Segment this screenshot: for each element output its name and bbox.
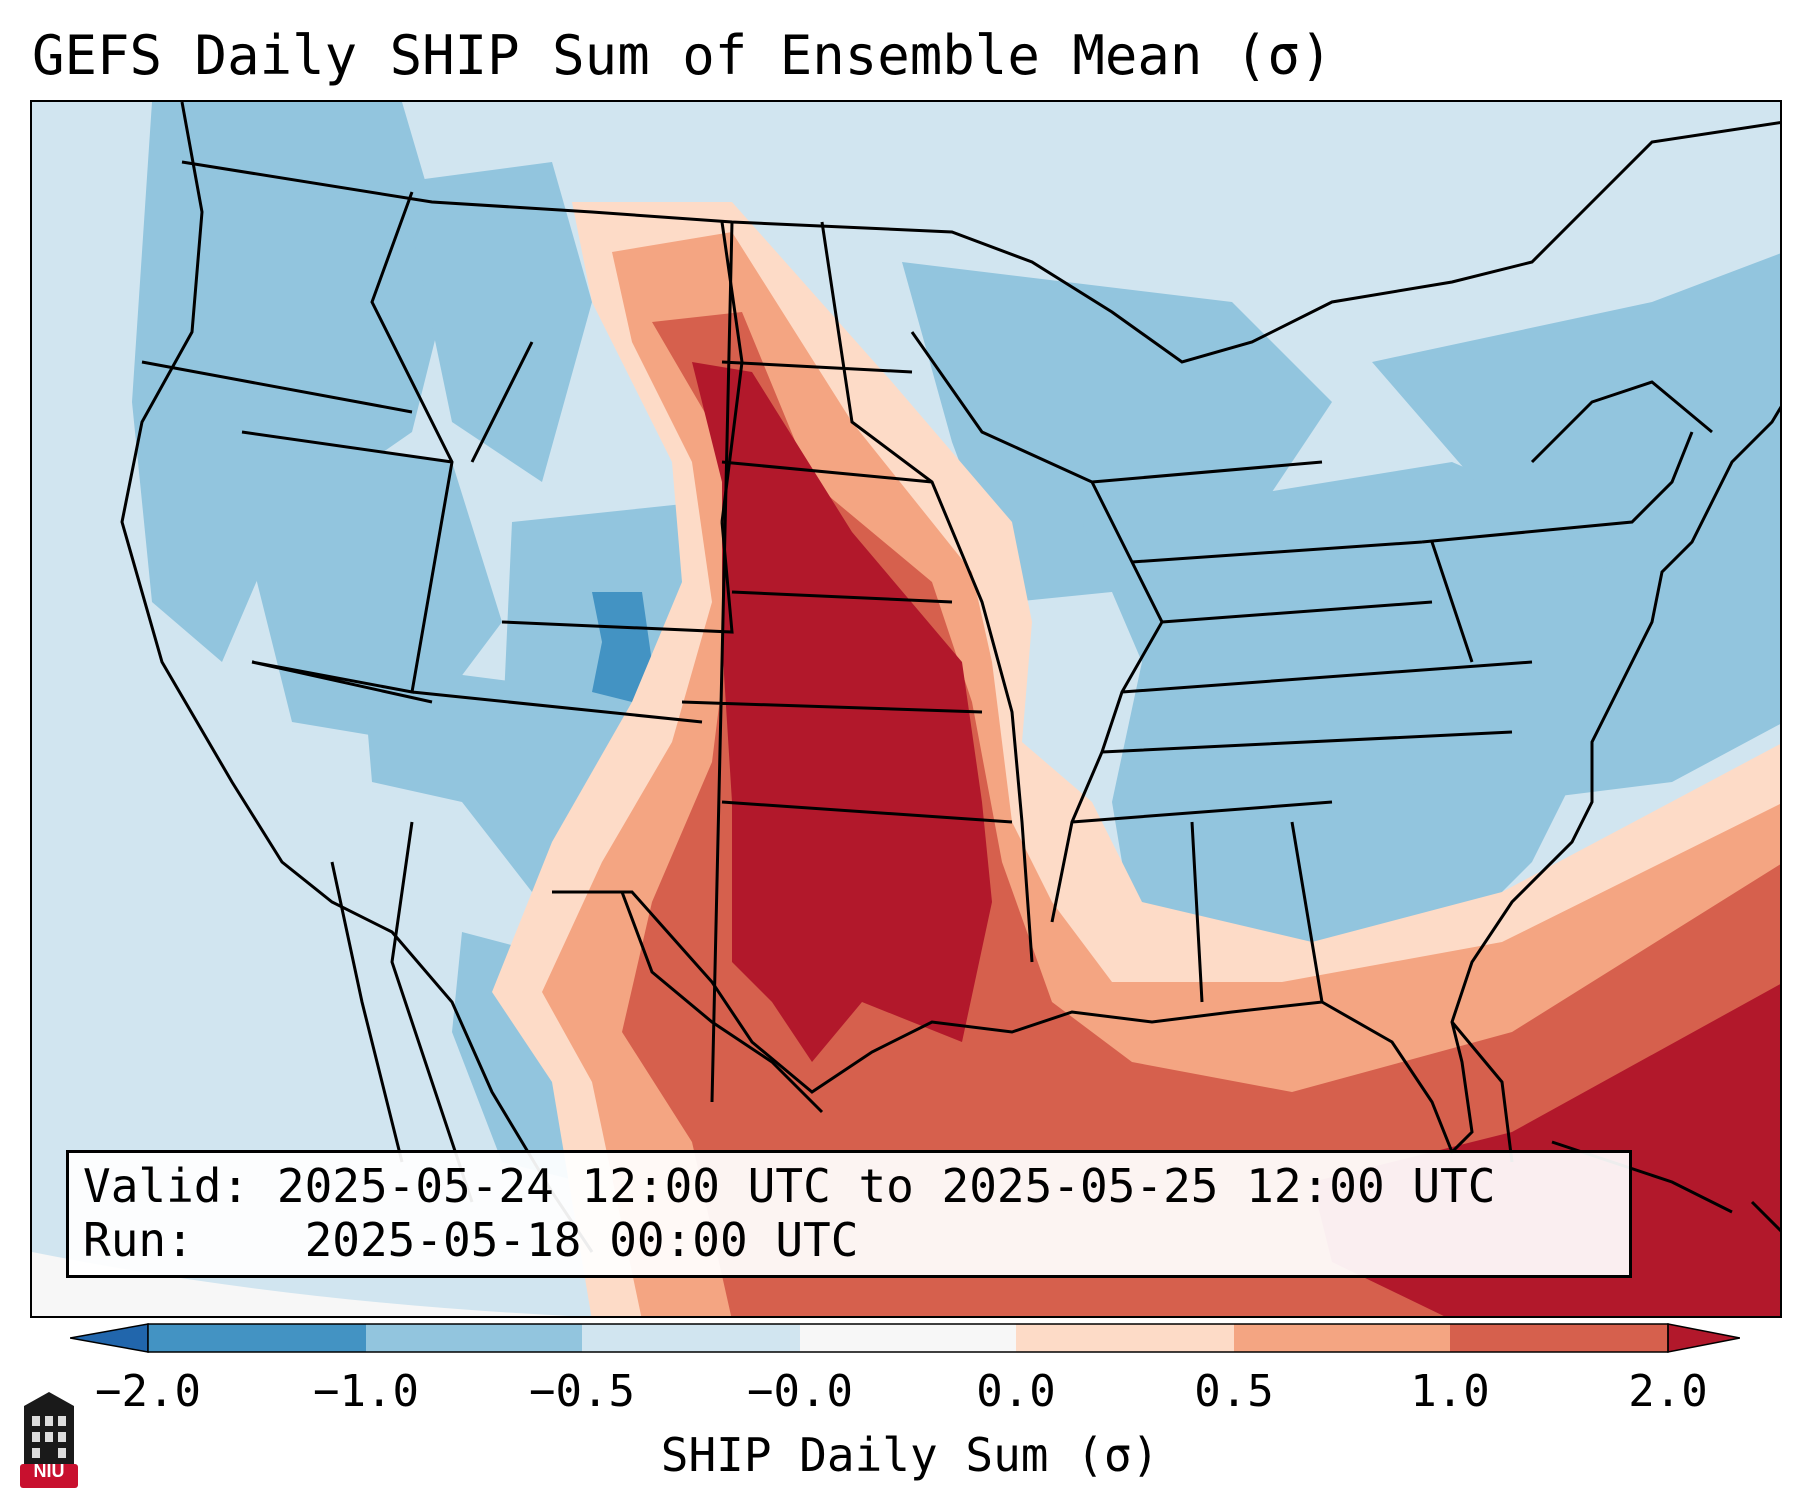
colorbar-tick-4: −0.0: [747, 1366, 853, 1417]
niu-tower-icon: [20, 1392, 78, 1488]
run-label: Run:: [83, 1213, 194, 1267]
valid-label: Valid:: [83, 1159, 250, 1213]
texas-border: [620, 891, 824, 1114]
colorbar-tick-2: −1.0: [313, 1366, 419, 1417]
colorbar-tick-7: 1.0: [1410, 1366, 1490, 1417]
florida: [1450, 1021, 1514, 1163]
colorbar-tick-3: −0.5: [529, 1366, 635, 1417]
map-title: GEFS Daily SHIP Sum of Ensemble Mean (σ): [32, 24, 1333, 87]
pacific-northwest-blue: [132, 102, 452, 662]
colorbar-bin-6: [1234, 1324, 1450, 1352]
map-canvas: [32, 102, 1780, 1316]
strong-below-areas: [592, 592, 652, 702]
near-zero-edge: [32, 1252, 571, 1316]
valid-value: 2025-05-24 12:00 UTC to 2025-05-25 12:00…: [276, 1159, 1496, 1213]
northeast-states: [1421, 380, 1713, 544]
colorbar-frame: [147, 1323, 1669, 1353]
us-outline: [120, 102, 1780, 1253]
central-states: [681, 221, 1034, 1103]
colorbar-tick-6: 0.5: [1194, 1366, 1274, 1417]
boundaries: [120, 102, 1780, 1253]
colorbar-bin-3: [582, 1324, 800, 1352]
colorbar-tick-1: −2.0: [95, 1366, 201, 1417]
run-value: 2025-05-18 00:00 UTC: [304, 1213, 859, 1267]
great-basin-blue: [232, 432, 502, 742]
colorbar-label: SHIP Daily Sum (σ): [660, 1428, 1160, 1482]
canada-border: [181, 121, 1780, 364]
mississippi-east: [910, 331, 1533, 1003]
atlantic-blue: [1512, 523, 1780, 802]
colorbar-bin-2: [366, 1324, 582, 1352]
colorbar-bin-5: [1016, 1324, 1234, 1352]
colorbar: [70, 1323, 1740, 1353]
colorado-dark-blue: [592, 592, 652, 702]
niu-logo: NIU: [20, 1392, 78, 1488]
high-above-band: [622, 312, 1780, 1316]
colorbar-bin-7: [1450, 1324, 1668, 1352]
colorbar-bin-1: [148, 1324, 366, 1352]
very-high-core: [692, 362, 992, 1062]
map-panel[interactable]: [30, 100, 1782, 1318]
colorbar-tick-8: 2.0: [1628, 1366, 1708, 1417]
colorbar-tick-5: 0.0: [976, 1366, 1056, 1417]
colorbar-bin-4: [800, 1324, 1016, 1352]
mexico-coast: [330, 821, 474, 1203]
info-box: Valid: 2025-05-24 12:00 UTC to 2025-05-2…: [66, 1150, 1632, 1278]
rockies-blue: [402, 162, 592, 482]
colorbar-over-arrow: [1667, 1323, 1740, 1353]
west-states: [141, 191, 744, 724]
colorbar-under-arrow: [70, 1323, 149, 1353]
logo-text: NIU: [33, 1461, 65, 1481]
